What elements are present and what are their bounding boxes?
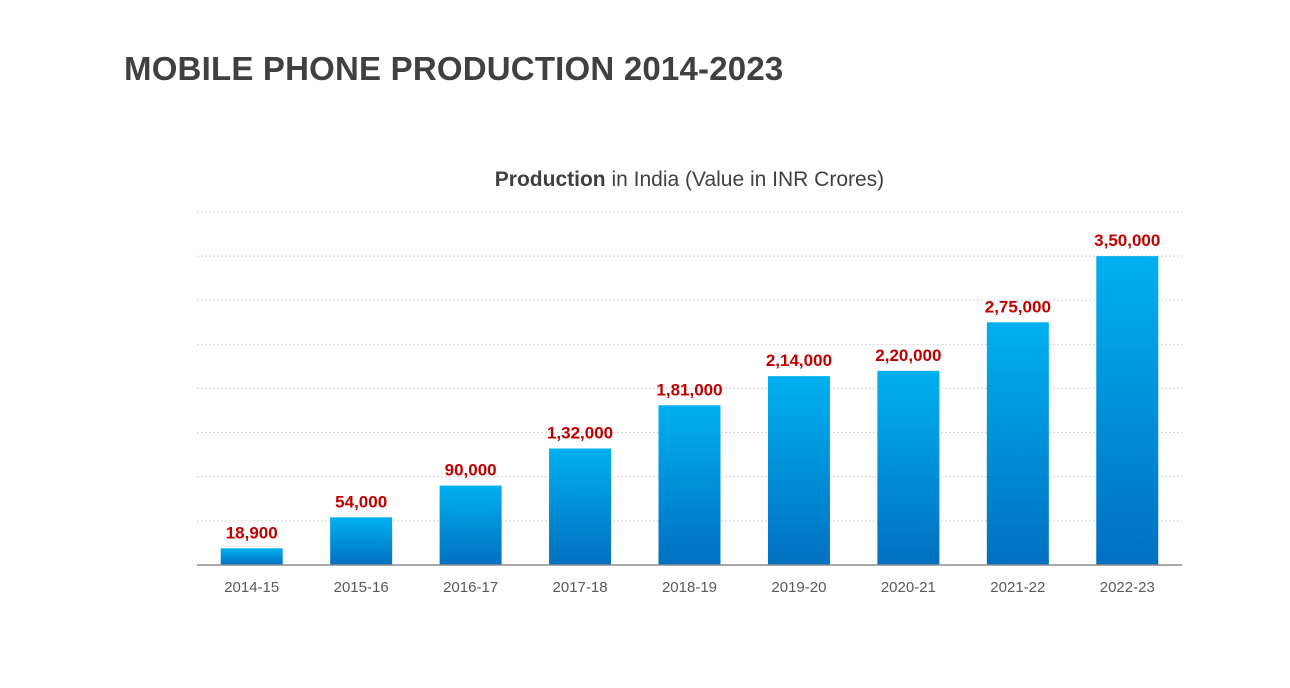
x-tick-label-2016-17: 2016-17 — [443, 579, 498, 596]
bar-2019-20 — [767, 376, 830, 565]
data-label-2019-20: 2,14,000 — [766, 351, 832, 370]
bar-2021-22 — [986, 322, 1049, 565]
bar-2015-16 — [330, 517, 393, 565]
page-title: MOBILE PHONE PRODUCTION 2014-2023 — [124, 50, 784, 87]
data-label-2018-19: 1,81,000 — [656, 380, 722, 399]
data-labels: 18,900 54,000 90,000 1,32,000 1,81,000 2,14,0… — [226, 231, 1161, 542]
x-tick-label-2020-21: 2020-21 — [881, 579, 936, 596]
x-tick-label-2014-15: 2014-15 — [224, 579, 279, 596]
bar-2022-23 — [1096, 256, 1159, 565]
data-label-2017-18: 1,32,000 — [547, 424, 613, 443]
x-axis-ticks: 2014-15 2015-16 2016-17 2017-18 2018-19 2019-… — [224, 579, 1155, 596]
x-tick-label-2018-19: 2018-19 — [662, 579, 717, 596]
chart-title-rest: in India (Value in INR Crores) — [605, 168, 885, 191]
bars — [220, 256, 1159, 565]
x-tick-label-2022-23: 2022-23 — [1100, 579, 1155, 596]
bar-2014-15 — [220, 548, 283, 565]
chart-title: Production in India (Value in INR Crores… — [0, 168, 1290, 192]
bar-2016-17 — [439, 485, 502, 565]
chart-title-bold: Production — [494, 168, 606, 191]
data-label-2022-23: 3,50,000 — [1094, 231, 1160, 250]
data-label-2016-17: 90,000 — [445, 461, 497, 480]
x-tick-label-2019-20: 2019-20 — [771, 579, 826, 596]
x-tick-label-2015-16: 2015-16 — [334, 579, 389, 596]
bar-2018-19 — [658, 405, 721, 565]
x-tick-label-2021-22: 2021-22 — [990, 579, 1045, 596]
bar-2017-18 — [549, 448, 612, 565]
data-label-2021-22: 2,75,000 — [985, 297, 1051, 316]
x-tick-label-2017-18: 2017-18 — [553, 579, 608, 596]
data-label-2014-15: 18,900 — [226, 523, 278, 542]
data-label-2020-21: 2,20,000 — [875, 346, 941, 365]
bar-2020-21 — [877, 370, 940, 565]
data-label-2015-16: 54,000 — [335, 492, 387, 511]
